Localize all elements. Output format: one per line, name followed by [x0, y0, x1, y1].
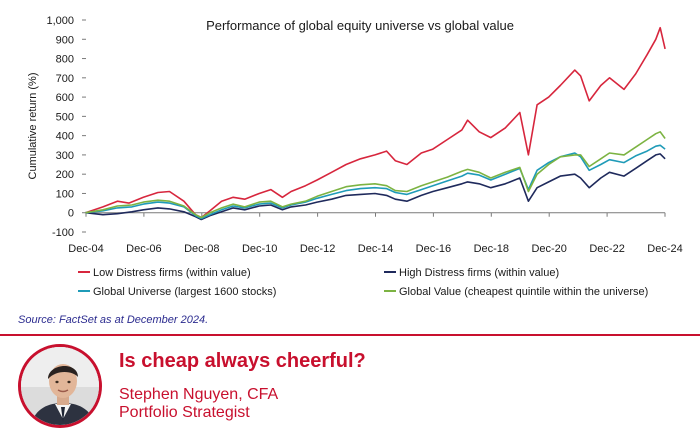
y-tick-label: 900	[56, 34, 74, 46]
author-footer: Is cheap always cheerful? Stephen Nguyen…	[0, 336, 700, 435]
y-axis-label: Cumulative return (%)	[27, 73, 39, 180]
y-tick-label: 400	[56, 131, 74, 143]
series-line-1	[85, 153, 666, 221]
y-tick-label: -100	[52, 227, 74, 239]
series-line-0	[85, 26, 666, 219]
x-tick-label: Dec-06	[126, 243, 161, 255]
x-tick-label: Dec-10	[242, 243, 277, 255]
x-tick-label: Dec-14	[358, 243, 393, 255]
x-tick-label: Dec-08	[184, 243, 219, 255]
y-tick-label: 700	[56, 73, 74, 85]
source-note: Source: FactSet as at December 2024.	[18, 314, 209, 326]
y-tick-label: 100	[56, 188, 74, 200]
y-tick-label: 200	[56, 169, 74, 181]
y-tick-label: 600	[56, 92, 74, 104]
series-line-3	[85, 131, 666, 219]
author-name: Stephen Nguyen, CFA	[119, 386, 279, 403]
x-tick-label: Dec-16	[416, 243, 451, 255]
portrait-photo	[21, 347, 99, 425]
x-tick-label: Dec-24	[647, 243, 682, 255]
legend-label-1: High Distress firms (within value)	[399, 267, 559, 279]
chart-title: Performance of global equity universe vs…	[206, 18, 514, 33]
x-tick-label: Dec-04	[68, 243, 103, 255]
y-tick-label: 800	[56, 54, 74, 66]
performance-chart: Performance of global equity universe vs…	[27, 15, 683, 298]
x-tick-label: Dec-12	[300, 243, 335, 255]
article-headline: Is cheap always cheerful?	[119, 350, 366, 372]
legend-label-2: Global Universe (largest 1600 stocks)	[93, 286, 276, 298]
avatar	[18, 344, 102, 428]
y-tick-label: 0	[68, 208, 74, 220]
author-role: Portfolio Strategist	[119, 404, 250, 421]
x-tick-label: Dec-18	[474, 243, 509, 255]
divider	[0, 334, 700, 336]
legend-label-3: Global Value (cheapest quintile within t…	[399, 286, 648, 298]
y-tick-label: 500	[56, 111, 74, 123]
y-tick-label: 1,000	[46, 15, 74, 27]
x-tick-label: Dec-22	[589, 243, 624, 255]
y-tick-label: 300	[56, 150, 74, 162]
legend-label-0: Low Distress firms (within value)	[93, 267, 251, 279]
series-line-2	[85, 144, 666, 220]
x-tick-label: Dec-20	[531, 243, 566, 255]
chart-area: Performance of global equity universe vs…	[27, 15, 683, 298]
